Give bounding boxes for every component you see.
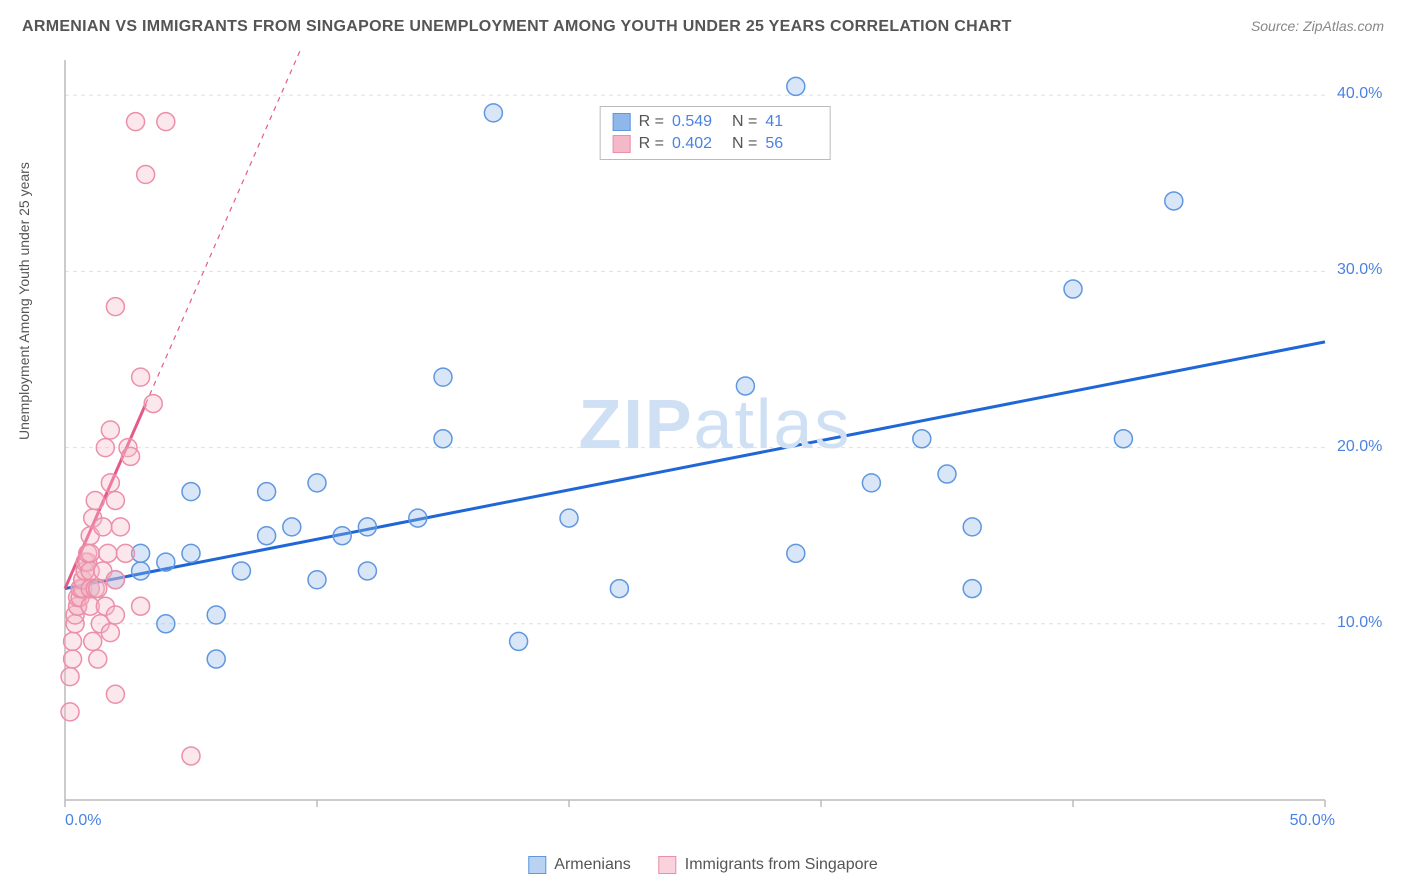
correlation-chart: ZIPatlas 10.0%20.0%30.0%40.0% 0.0%50.0% …: [55, 50, 1375, 830]
legend-bottom-label-1: Immigrants from Singapore: [685, 856, 878, 874]
legend-r-label-0: R =: [639, 111, 664, 133]
legend-n-label-1: N =: [732, 133, 757, 155]
chart-svg: [55, 50, 1375, 830]
legend-n-label-0: N =: [732, 111, 757, 133]
source-label: Source: ZipAtlas.com: [1251, 18, 1384, 34]
y-tick-label: 40.0%: [1337, 85, 1382, 103]
legend-stats: R = 0.549 N = 41 R = 0.402 N = 56: [600, 106, 831, 160]
legend-bottom: Armenians Immigrants from Singapore: [528, 856, 877, 874]
legend-bottom-label-0: Armenians: [554, 856, 630, 874]
x-tick-label: 0.0%: [65, 812, 101, 830]
legend-bottom-item-1: Immigrants from Singapore: [659, 856, 878, 874]
legend-r-value-1: 0.402: [672, 133, 724, 155]
legend-n-value-1: 56: [765, 133, 817, 155]
legend-n-value-0: 41: [765, 111, 817, 133]
legend-bottom-swatch-0: [528, 856, 546, 874]
legend-r-value-0: 0.549: [672, 111, 724, 133]
y-tick-label: 10.0%: [1337, 614, 1382, 632]
x-tick-label: 50.0%: [1275, 812, 1335, 830]
legend-swatch-0: [613, 113, 631, 131]
y-tick-label: 20.0%: [1337, 438, 1382, 456]
legend-stats-row-0: R = 0.549 N = 41: [613, 111, 818, 133]
legend-bottom-item-0: Armenians: [528, 856, 630, 874]
legend-bottom-swatch-1: [659, 856, 677, 874]
y-tick-label: 30.0%: [1337, 261, 1382, 279]
legend-stats-row-1: R = 0.402 N = 56: [613, 133, 818, 155]
legend-r-label-1: R =: [639, 133, 664, 155]
legend-swatch-1: [613, 135, 631, 153]
chart-title: ARMENIAN VS IMMIGRANTS FROM SINGAPORE UN…: [22, 18, 1012, 36]
y-axis-label: Unemployment Among Youth under 25 years: [16, 162, 32, 440]
